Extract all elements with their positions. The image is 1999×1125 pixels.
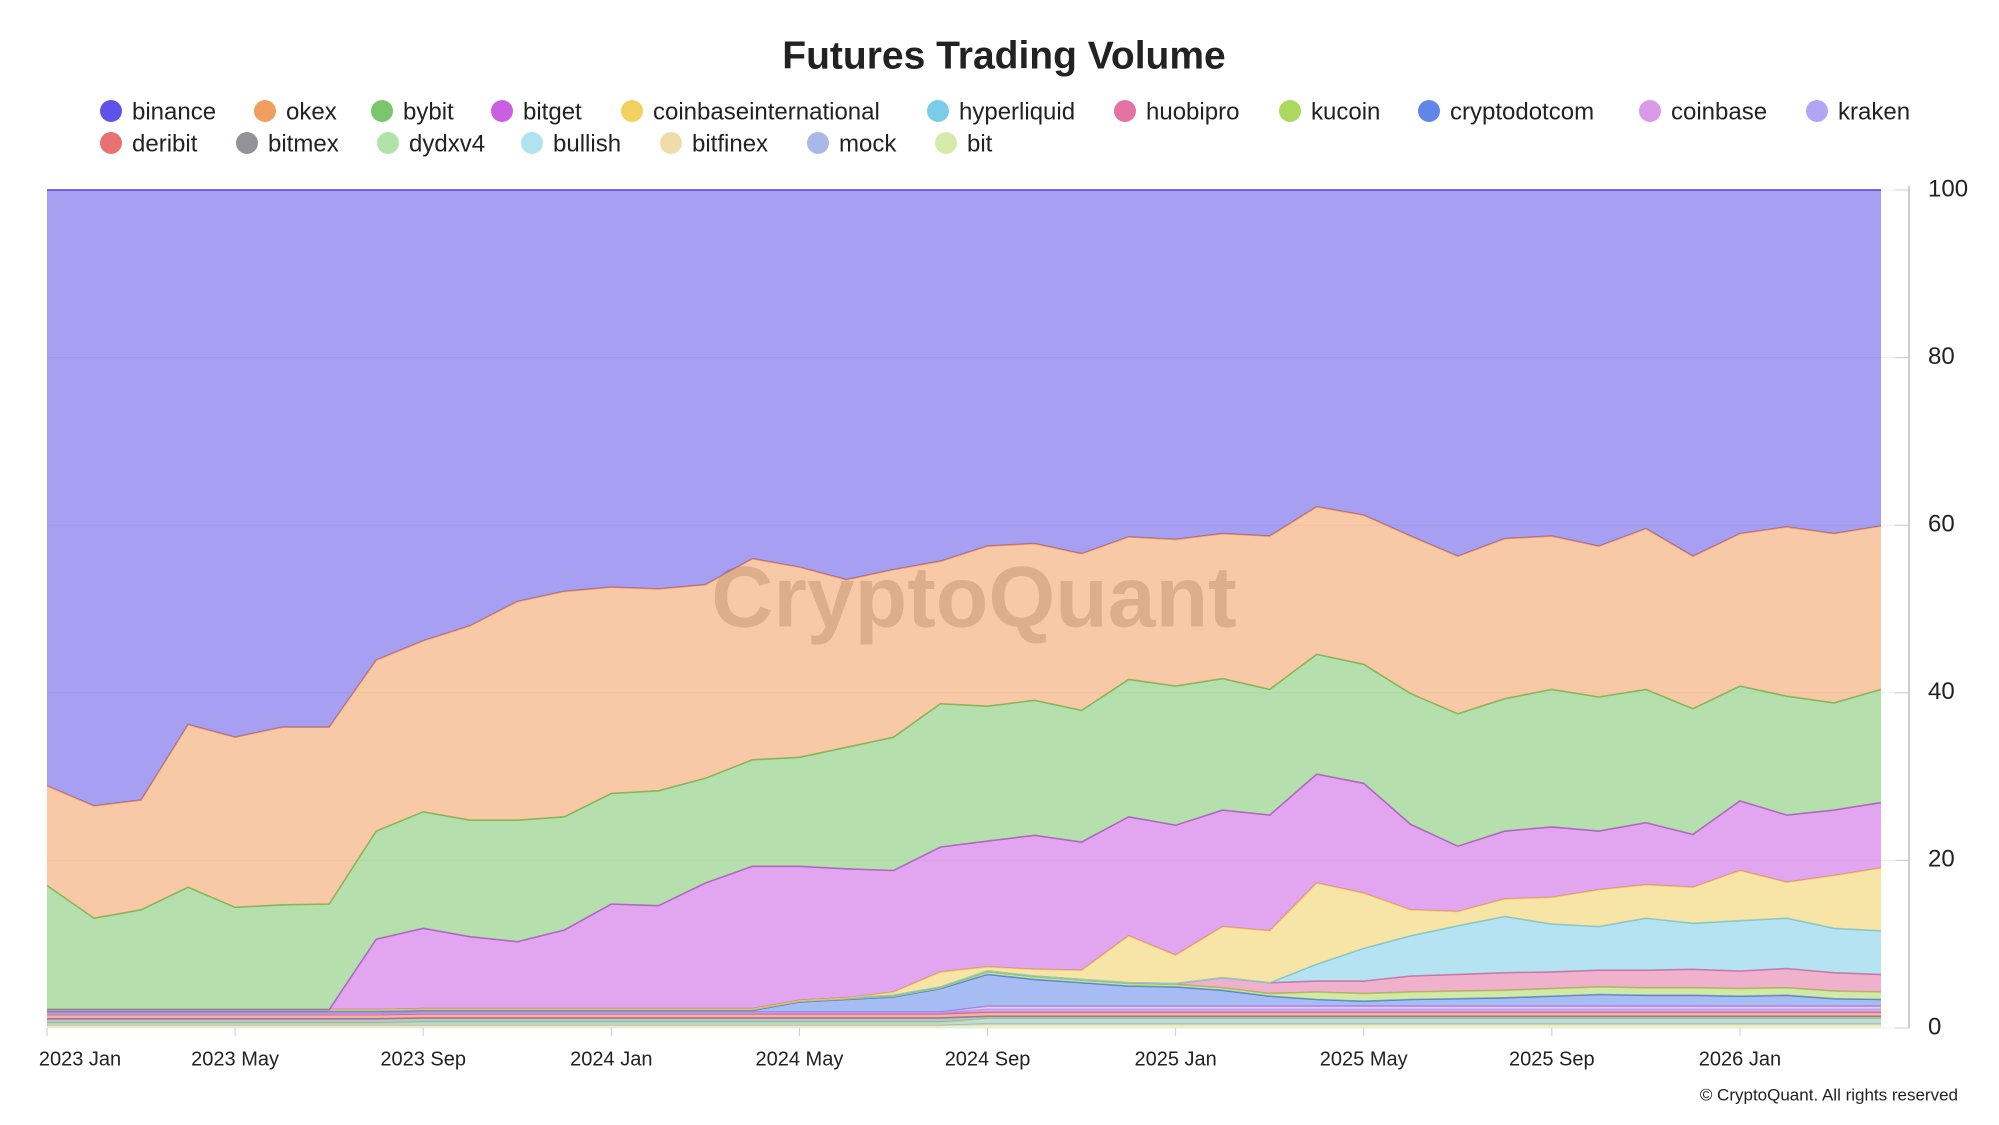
legend-marker <box>521 132 543 154</box>
x-tick-label: 2023 Jan <box>39 1048 121 1070</box>
legend-marker <box>100 132 122 154</box>
area <box>47 1024 1881 1028</box>
legend-label: mock <box>839 130 897 157</box>
legend-label: kucoin <box>1311 98 1380 125</box>
area <box>47 916 1881 1010</box>
legend-marker <box>377 132 399 154</box>
legend-label: coinbase <box>1671 98 1767 125</box>
legend-marker <box>927 100 949 122</box>
area <box>47 974 1881 1013</box>
y-tick-label: 60 <box>1928 511 1955 538</box>
y-tick-label: 40 <box>1928 678 1955 705</box>
area <box>47 1012 1881 1019</box>
legend-marker <box>1806 100 1828 122</box>
legend-marker <box>807 132 829 154</box>
x-tick-label: 2026 Jan <box>1699 1048 1781 1070</box>
legend-label: hyperliquid <box>959 98 1075 125</box>
legend-marker <box>621 100 643 122</box>
y-tick-label: 20 <box>1928 846 1955 873</box>
x-tick-label: 2024 Jan <box>570 1048 652 1070</box>
legend-marker <box>1114 100 1136 122</box>
legend-label: bitget <box>523 98 582 125</box>
x-tick-label: 2025 May <box>1320 1048 1408 1070</box>
legend-label: binance <box>132 98 216 125</box>
legend-label: okex <box>286 98 337 125</box>
legend-label: kraken <box>1838 98 1910 125</box>
x-tick-label: 2024 Sep <box>945 1048 1031 1070</box>
legend-marker <box>100 100 122 122</box>
x-tick-label: 2025 Sep <box>1509 1048 1595 1070</box>
legend-label: bullish <box>553 130 621 157</box>
legend-marker <box>1639 100 1661 122</box>
legend-label: bitfinex <box>692 130 768 157</box>
legend-label: coinbaseinternational <box>653 98 880 125</box>
legend-marker <box>371 100 393 122</box>
y-tick-label: 100 <box>1928 175 1968 202</box>
areas <box>46 189 1882 1028</box>
legend-label: huobipro <box>1146 98 1239 125</box>
legend-marker <box>935 132 957 154</box>
legend-label: deribit <box>132 130 198 157</box>
legend-marker <box>1279 100 1301 122</box>
area <box>47 506 1881 919</box>
area <box>47 971 1881 1012</box>
area <box>47 968 1881 1011</box>
area <box>47 654 1881 1010</box>
legend-marker <box>491 100 513 122</box>
area <box>47 1006 1881 1014</box>
legend-label: bitmex <box>268 130 339 157</box>
legend-label: bit <box>967 130 993 157</box>
area <box>47 774 1881 1010</box>
legend-marker <box>1418 100 1440 122</box>
x-tick-label: 2024 May <box>755 1048 843 1070</box>
area-edge <box>46 505 1882 807</box>
x-tick-label: 2023 May <box>191 1048 279 1070</box>
x-tick-label: 2023 Sep <box>380 1048 466 1070</box>
x-tick-label: 2025 Jan <box>1134 1048 1216 1070</box>
y-tick-label: 80 <box>1928 343 1955 370</box>
legend-marker <box>254 100 276 122</box>
y-tick-label: 0 <box>1928 1013 1941 1040</box>
legend-label: cryptodotcom <box>1450 98 1594 125</box>
credit: © CryptoQuant. All rights reserved <box>1700 1085 1958 1104</box>
area <box>47 190 1881 806</box>
legend-marker <box>660 132 682 154</box>
legend-label: bybit <box>403 98 454 125</box>
chart-title: Futures Trading Volume <box>782 34 1226 77</box>
legend-label: dydxv4 <box>409 130 485 157</box>
legend-marker <box>236 132 258 154</box>
